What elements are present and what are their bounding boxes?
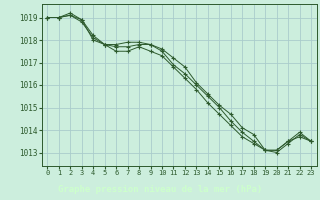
Text: Graphe pression niveau de la mer (hPa): Graphe pression niveau de la mer (hPa) xyxy=(58,185,262,194)
